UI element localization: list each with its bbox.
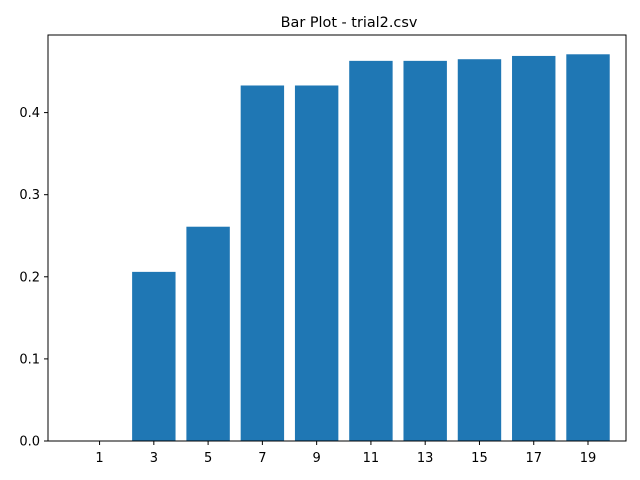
x-tick-label: 13: [417, 451, 434, 466]
y-tick-label: 0.1: [19, 352, 40, 367]
x-tick-label: 7: [258, 451, 266, 466]
bar-3: [132, 271, 176, 441]
x-tick-label: 15: [471, 451, 488, 466]
plot-frame: [47, 34, 627, 442]
x-tick-label: 5: [204, 451, 212, 466]
bar-11: [349, 60, 393, 442]
x-tick-label: 1: [95, 451, 103, 466]
x-tick-label: 11: [363, 451, 380, 466]
y-axis: 0.0 0.1 0.2 0.3 0.4: [19, 106, 48, 450]
bars-layer: [132, 54, 610, 442]
bar-9: [294, 85, 339, 442]
y-tick-label: 0.3: [19, 188, 40, 203]
bar-13: [403, 60, 447, 442]
bar-19: [566, 54, 610, 441]
x-tick-label: 9: [313, 451, 321, 466]
bar-15: [457, 59, 502, 441]
y-tick-label: 0.0: [19, 435, 40, 450]
x-axis: 1 3 5 7 9 11 13 15 17 19: [95, 441, 596, 466]
bar-17: [512, 55, 556, 441]
x-tick-label: 19: [580, 451, 597, 466]
y-tick-label: 0.4: [19, 106, 40, 121]
y-tick-label: 0.2: [19, 270, 40, 285]
bar-5: [186, 226, 230, 441]
bar-7: [240, 85, 285, 442]
x-tick-label: 17: [525, 451, 542, 466]
x-tick-label: 3: [150, 451, 158, 466]
chart-title: Bar Plot - trial2.csv: [281, 15, 418, 31]
